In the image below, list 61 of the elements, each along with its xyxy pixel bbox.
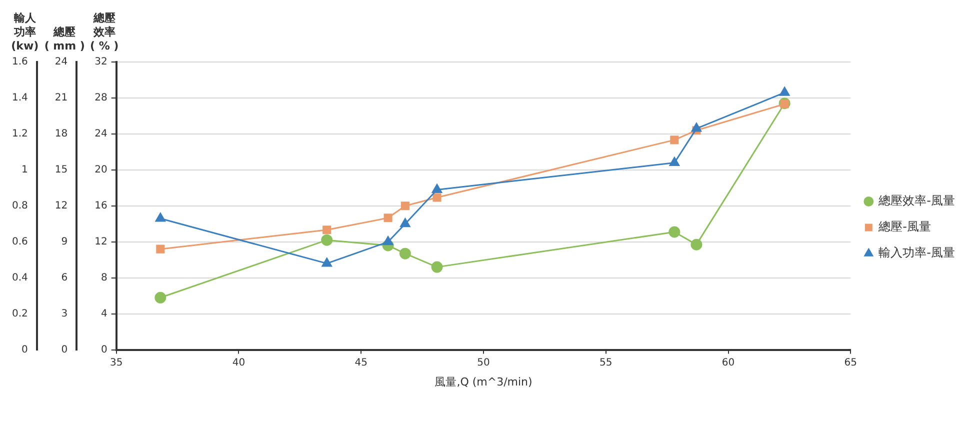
y3-tick-label: 1.2 [12, 128, 28, 140]
y-tick-label: 24 [94, 128, 108, 140]
x-tick-label: 45 [354, 357, 368, 368]
y2-tick-label: 3 [61, 308, 68, 320]
x-tick-label: 40 [232, 357, 246, 368]
y3-tick-label: 0.4 [12, 272, 28, 284]
y3-tick-label: 1 [22, 164, 28, 176]
point [431, 261, 443, 273]
y-tick-label: 32 [94, 56, 108, 68]
y3-tick-label: 0 [22, 344, 28, 356]
y-tick-label: 0 [100, 344, 108, 356]
point [780, 86, 790, 96]
point [155, 212, 166, 222]
y2-tick-label: 15 [54, 164, 68, 176]
point [669, 156, 680, 166]
point [154, 292, 166, 304]
x-tick-label: 65 [844, 357, 858, 368]
legend-label: 輸入功率-風量 [878, 246, 956, 260]
point [432, 184, 442, 193]
y2-tick-label: 0 [61, 344, 68, 356]
y3-tick-label: 0.6 [12, 236, 28, 248]
y2-tick-label: 12 [54, 200, 68, 212]
y-tick-label: 12 [94, 236, 108, 248]
y-tick-label: 8 [100, 272, 108, 284]
point [399, 248, 411, 260]
point [322, 226, 332, 234]
point [668, 226, 680, 238]
point [400, 202, 410, 210]
y3-axis-title: 輸人功率(kw) [11, 11, 39, 52]
x-axis-title: 風量,Q (m^3/min) [434, 375, 532, 388]
y2-tick-label: 9 [61, 236, 68, 248]
y-tick-label: 20 [94, 164, 108, 176]
point [400, 218, 410, 228]
y2-tick-label: 6 [61, 272, 68, 284]
x-tick-label: 35 [110, 357, 123, 368]
point [384, 214, 392, 222]
point [690, 238, 702, 250]
x-tick-label: 50 [477, 357, 490, 368]
point [156, 244, 165, 254]
y-axis-title: 總壓效率( % ) [90, 11, 119, 52]
y2-tick-label: 21 [54, 92, 68, 104]
y2-tick-label: 24 [54, 56, 68, 68]
point [321, 234, 333, 246]
legend-label: 總壓-風量 [878, 220, 932, 234]
legend-label: 總壓效率-風量 [878, 194, 956, 208]
x-tick-label: 55 [600, 357, 612, 368]
point [382, 236, 394, 246]
y3-tick-label: 0.2 [12, 308, 28, 320]
y-tick-label: 16 [94, 200, 108, 212]
y2-axis-title: 總壓( mm ) [44, 25, 85, 52]
point [670, 136, 679, 144]
y3-tick-label: 1.4 [12, 92, 28, 104]
y2-tick-label: 18 [54, 128, 68, 140]
y-tick-label: 28 [94, 92, 108, 104]
y-tick-label: 4 [100, 308, 108, 320]
y3-tick-label: 0.8 [12, 200, 28, 212]
point [691, 122, 702, 132]
y3-tick-label: 1.6 [12, 56, 28, 68]
point [322, 258, 332, 267]
x-tick-label: 60 [722, 357, 735, 368]
point [432, 193, 442, 202]
